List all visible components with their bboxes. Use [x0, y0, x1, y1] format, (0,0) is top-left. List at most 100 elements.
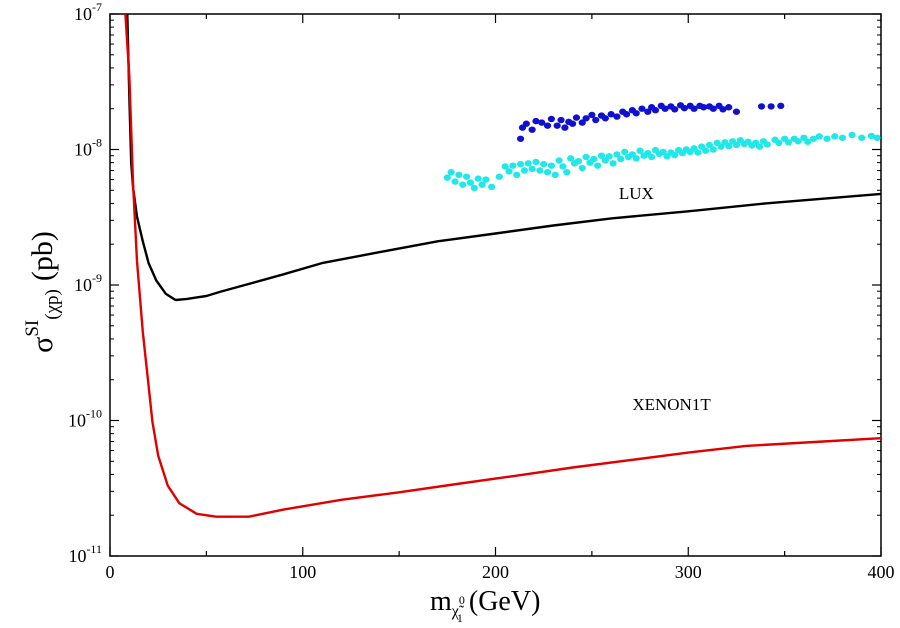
- y-tick-label: 10-7: [74, 0, 102, 24]
- scatter-point: [605, 153, 613, 160]
- scatter-point: [617, 155, 625, 163]
- scatter-point: [597, 152, 606, 159]
- scatter-point: [848, 131, 856, 139]
- scatter-point: [524, 160, 532, 167]
- scatter-point: [574, 157, 582, 165]
- line-label-xenon1t: XENON1T: [632, 395, 711, 414]
- scatter-point: [505, 168, 513, 175]
- y-tick-label: 10-10: [68, 407, 102, 431]
- scatter-point: [594, 162, 602, 169]
- scatter-point: [622, 111, 631, 118]
- scatter-point: [867, 132, 875, 140]
- scatter-point: [572, 114, 581, 121]
- plot-area: [124, 14, 881, 518]
- scatter-point: [757, 103, 766, 110]
- scatter-point: [543, 122, 552, 129]
- scatter-point: [784, 139, 793, 146]
- scatter-point: [621, 148, 629, 156]
- scatter-point: [555, 157, 563, 164]
- scatter-point: [607, 111, 615, 118]
- scatter-point: [528, 126, 536, 133]
- scatter-point: [474, 175, 482, 182]
- scatter-point: [459, 181, 467, 188]
- line-xenon1t: [124, 14, 881, 518]
- scatter-point: [447, 168, 455, 176]
- scatter-point: [671, 106, 679, 113]
- scatter-point: [563, 168, 571, 176]
- scatter-point: [705, 141, 714, 149]
- scatter-point: [547, 115, 555, 123]
- scatter-point: [495, 173, 503, 180]
- scatter-point: [609, 160, 617, 167]
- scatter-point: [775, 139, 783, 147]
- x-tick-label: 200: [482, 562, 509, 582]
- scatter-point: [578, 119, 586, 126]
- scatter-point: [451, 178, 459, 185]
- scatter-point: [719, 106, 727, 113]
- scatter-point: [732, 141, 741, 149]
- scatter-point: [532, 117, 540, 125]
- tick-labels: 0 100 200 300 400 10-11 10-10 10-9 10-8 10-7: [68, 0, 895, 582]
- scatter-point: [680, 104, 688, 112]
- x-tick-label: 100: [289, 562, 316, 582]
- scatter-point: [559, 163, 567, 170]
- scatter-point: [588, 111, 596, 119]
- scatter-point: [777, 102, 785, 110]
- scatter-point: [547, 162, 555, 169]
- scatter-point: [516, 135, 525, 142]
- scatter-point: [725, 104, 733, 111]
- scatter-point: [732, 108, 741, 115]
- scatter-point: [557, 116, 565, 124]
- axis-ticks: [109, 13, 882, 557]
- scatter-point: [613, 151, 621, 158]
- scatter-point: [455, 171, 463, 179]
- scatter-series-1: [443, 131, 881, 192]
- scatter-point: [516, 160, 525, 168]
- scatter-point: [767, 103, 775, 110]
- scatter-point: [632, 155, 640, 162]
- scatter-point: [838, 134, 847, 141]
- scatter-point: [636, 147, 644, 154]
- scatter-point: [831, 133, 839, 140]
- scatter-point: [561, 124, 569, 131]
- scatter-point: [501, 163, 509, 170]
- y-tick-label: 10-8: [74, 136, 102, 160]
- scatter-point: [809, 135, 818, 142]
- y-tick-label: 10-11: [68, 542, 102, 566]
- x-tick-label: 400: [868, 562, 895, 582]
- scatter-point: [590, 155, 598, 163]
- scatter-point: [690, 105, 698, 112]
- scatter-point: [478, 181, 486, 188]
- x-axis-label: mχ̃0 1(GeV): [430, 586, 540, 625]
- scatter-point: [522, 120, 530, 127]
- annotations: LUX XENON1T: [619, 184, 711, 414]
- scatter-point: [601, 115, 609, 122]
- scatter-point: [725, 142, 733, 150]
- plot-frame: [109, 13, 882, 557]
- scatter-point: [638, 105, 646, 112]
- scatter-point: [794, 138, 802, 145]
- line-lux: [126, 14, 881, 302]
- scatter-point: [567, 155, 575, 162]
- scatter-point: [717, 143, 725, 150]
- scatter-point: [755, 143, 764, 150]
- scatter-point: [694, 149, 702, 156]
- scatter-point: [488, 183, 496, 191]
- scatter-point: [578, 164, 586, 172]
- scatter-point: [536, 167, 544, 174]
- scatter-series-0: [516, 102, 785, 142]
- scatter-point: [648, 153, 656, 161]
- scatter-point: [701, 147, 710, 154]
- scatter-point: [569, 120, 577, 127]
- scatter-point: [651, 107, 660, 114]
- scatter-point: [528, 165, 536, 173]
- scatter-point: [482, 176, 490, 183]
- scatter-point: [582, 153, 590, 161]
- scatter-point: [763, 141, 771, 148]
- scatter-point: [462, 173, 471, 180]
- scatter-point: [520, 167, 529, 174]
- line-label-lux: LUX: [619, 184, 654, 203]
- scatter-point: [700, 104, 708, 111]
- scatter-point: [551, 171, 559, 179]
